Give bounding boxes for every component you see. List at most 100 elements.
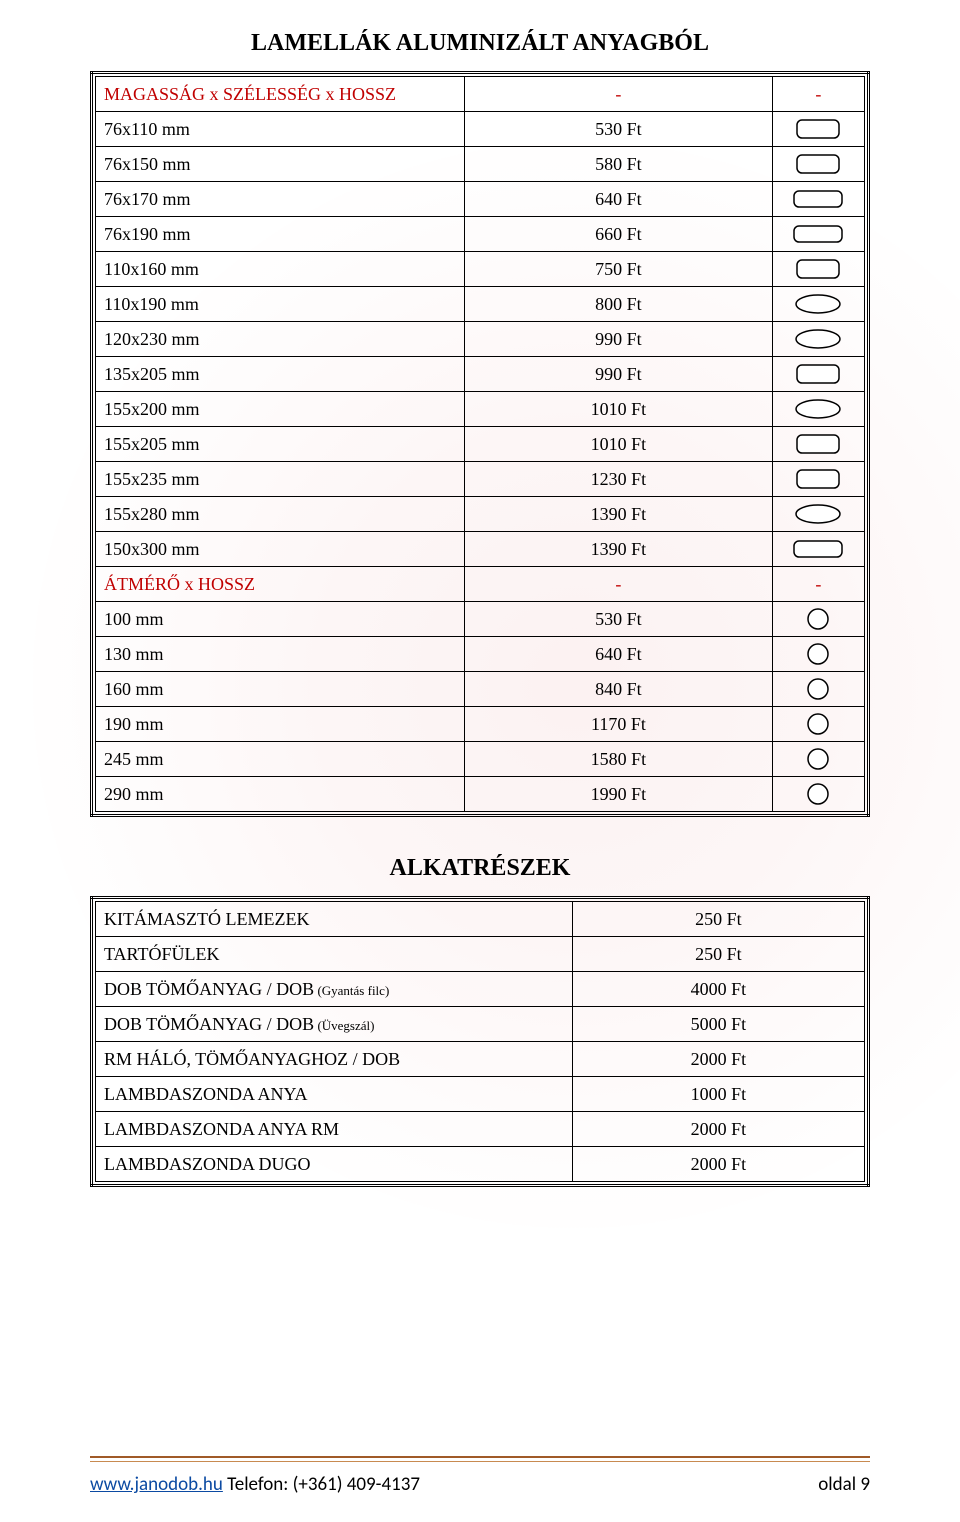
page-footer: www.janodob.hu Telefon: (+361) 409-4137 … (90, 1473, 870, 1496)
price-cell: 640 Ft (465, 182, 773, 217)
size-cell: 155x205 mm (96, 427, 465, 462)
size-cell: 110x160 mm (96, 252, 465, 287)
table-row: LAMBDASZONDA DUGO2000 Ft (96, 1147, 865, 1182)
size-cell: 110x190 mm (96, 287, 465, 322)
shape-cell (772, 462, 864, 497)
price-cell: 1230 Ft (465, 462, 773, 497)
table-row: 130 mm640 Ft (96, 637, 865, 672)
footer-phone: Telefon: (+361) 409-4137 (227, 1473, 420, 1496)
size-cell: 76x110 mm (96, 112, 465, 147)
size-cell: 290 mm (96, 777, 465, 812)
table-row: 190 mm1170 Ft (96, 707, 865, 742)
shape-cell (772, 287, 864, 322)
price-cell: 840 Ft (465, 672, 773, 707)
header-dash: - (772, 567, 864, 602)
alkatreszek-table: KITÁMASZTÓ LEMEZEK250 FtTARTÓFÜLEK250 Ft… (90, 896, 870, 1187)
footer-page-number: oldal 9 (818, 1473, 870, 1496)
header-label: MAGASSÁG x SZÉLESSÉG x HOSSZ (96, 77, 465, 112)
part-price: 1000 Ft (572, 1077, 864, 1112)
shape-cell (772, 182, 864, 217)
size-cell: 130 mm (96, 637, 465, 672)
price-cell: 530 Ft (465, 112, 773, 147)
table-row: 135x205 mm990 Ft (96, 357, 865, 392)
shape-cell (772, 497, 864, 532)
shape-cell (772, 217, 864, 252)
shape-cell (772, 672, 864, 707)
size-cell: 76x190 mm (96, 217, 465, 252)
shape-cell (772, 637, 864, 672)
part-name: DOB TÖMŐANYAG / DOB (Gyantás filc) (96, 972, 573, 1007)
shape-cell (772, 112, 864, 147)
size-cell: 120x230 mm (96, 322, 465, 357)
size-cell: 245 mm (96, 742, 465, 777)
price-cell: 1580 Ft (465, 742, 773, 777)
header-dash: - (772, 77, 864, 112)
price-cell: 580 Ft (465, 147, 773, 182)
size-cell: 150x300 mm (96, 532, 465, 567)
shape-cell (772, 742, 864, 777)
table-row: 155x205 mm1010 Ft (96, 427, 865, 462)
part-price: 2000 Ft (572, 1042, 864, 1077)
price-cell: 1010 Ft (465, 392, 773, 427)
part-price: 2000 Ft (572, 1147, 864, 1182)
size-cell: 190 mm (96, 707, 465, 742)
price-cell: 640 Ft (465, 637, 773, 672)
part-name: LAMBDASZONDA ANYA RM (96, 1112, 573, 1147)
table-row: TARTÓFÜLEK250 Ft (96, 937, 865, 972)
part-price: 250 Ft (572, 902, 864, 937)
table-row: 76x190 mm660 Ft (96, 217, 865, 252)
price-cell: 1390 Ft (465, 497, 773, 532)
part-name: TARTÓFÜLEK (96, 937, 573, 972)
price-cell: 1390 Ft (465, 532, 773, 567)
table-row: 290 mm1990 Ft (96, 777, 865, 812)
table-row: 100 mm530 Ft (96, 602, 865, 637)
size-cell: 155x200 mm (96, 392, 465, 427)
shape-cell (772, 777, 864, 812)
price-cell: 1010 Ft (465, 427, 773, 462)
shape-cell (772, 357, 864, 392)
size-cell: 135x205 mm (96, 357, 465, 392)
table-row: 150x300 mm1390 Ft (96, 532, 865, 567)
price-cell: 660 Ft (465, 217, 773, 252)
header-label: ÁTMÉRŐ x HOSSZ (96, 567, 465, 602)
table-row: KITÁMASZTÓ LEMEZEK250 Ft (96, 902, 865, 937)
table-row: DOB TÖMŐANYAG / DOB (Gyantás filc)4000 F… (96, 972, 865, 1007)
shape-cell (772, 707, 864, 742)
part-price: 5000 Ft (572, 1007, 864, 1042)
size-cell: 76x150 mm (96, 147, 465, 182)
section2-title: ALKATRÉSZEK (90, 855, 870, 882)
footer-left: www.janodob.hu Telefon: (+361) 409-4137 (90, 1473, 420, 1496)
row-note: (Gyantás filc) (314, 983, 389, 998)
part-name: KITÁMASZTÓ LEMEZEK (96, 902, 573, 937)
shape-cell (772, 602, 864, 637)
table-row: LAMBDASZONDA ANYA RM2000 Ft (96, 1112, 865, 1147)
table-row: 76x170 mm640 Ft (96, 182, 865, 217)
size-cell: 155x235 mm (96, 462, 465, 497)
price-cell: 750 Ft (465, 252, 773, 287)
row-note: (Üvegszál) (314, 1018, 374, 1033)
part-name: LAMBDASZONDA ANYA (96, 1077, 573, 1112)
table-row: 120x230 mm990 Ft (96, 322, 865, 357)
price-cell: 990 Ft (465, 357, 773, 392)
site-link[interactable]: www.janodob.hu (90, 1473, 223, 1496)
table-row: RM HÁLÓ, TÖMŐANYAGHOZ / DOB2000 Ft (96, 1042, 865, 1077)
table-row: 76x150 mm580 Ft (96, 147, 865, 182)
price-cell: 800 Ft (465, 287, 773, 322)
price-cell: 1170 Ft (465, 707, 773, 742)
table-row: 110x160 mm750 Ft (96, 252, 865, 287)
part-price: 250 Ft (572, 937, 864, 972)
table-row: 155x200 mm1010 Ft (96, 392, 865, 427)
shape-cell (772, 322, 864, 357)
part-price: 4000 Ft (572, 972, 864, 1007)
size-cell: 100 mm (96, 602, 465, 637)
shape-cell (772, 532, 864, 567)
table-row: 245 mm1580 Ft (96, 742, 865, 777)
header-dash: - (465, 567, 773, 602)
shape-cell (772, 252, 864, 287)
size-cell: 155x280 mm (96, 497, 465, 532)
part-name: DOB TÖMŐANYAG / DOB (Üvegszál) (96, 1007, 573, 1042)
part-price: 2000 Ft (572, 1112, 864, 1147)
size-cell: 76x170 mm (96, 182, 465, 217)
price-cell: 1990 Ft (465, 777, 773, 812)
table-row: 155x280 mm1390 Ft (96, 497, 865, 532)
